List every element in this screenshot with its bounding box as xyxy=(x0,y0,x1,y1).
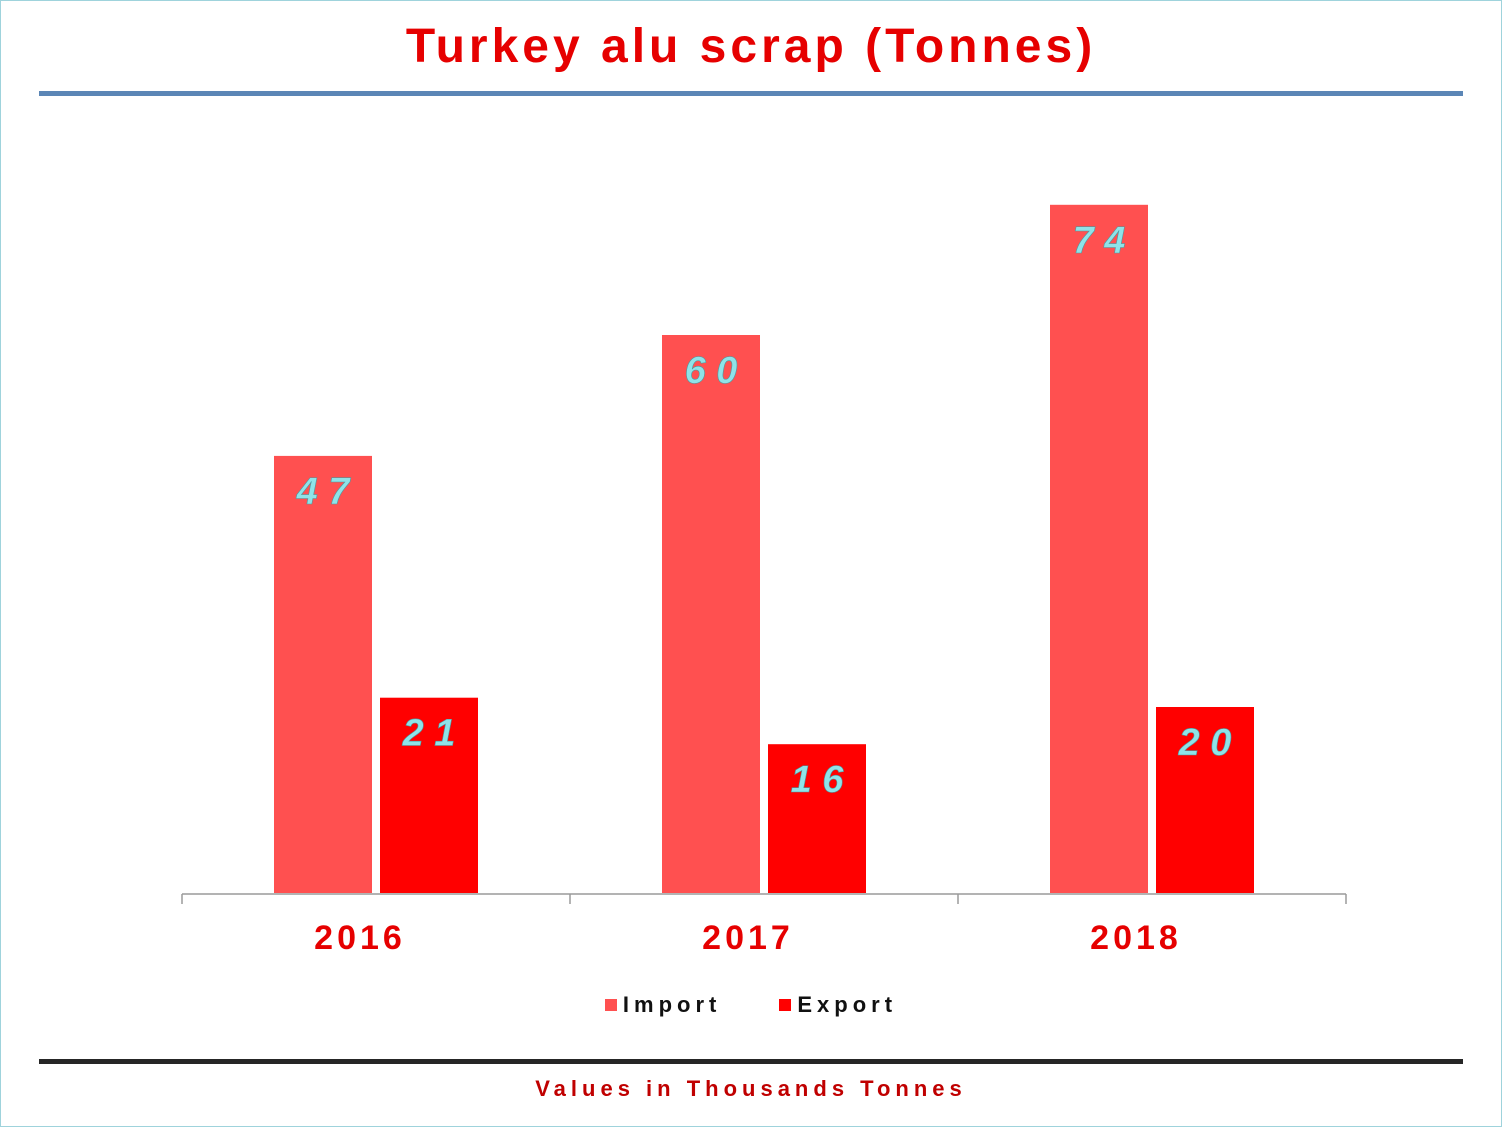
bar-import-2018 xyxy=(1050,204,1148,894)
data-label-import-2016: 4 7 xyxy=(296,471,352,513)
x-tick-label-2018: 2018 xyxy=(1090,919,1182,957)
chart-legend: Import Export xyxy=(0,992,1502,1018)
data-label-export-2018: 2 0 xyxy=(1178,722,1232,764)
chart-title: Turkey alu scrap (Tonnes) xyxy=(405,20,1097,73)
data-label-import-2017: 6 0 xyxy=(685,350,738,392)
data-label-export-2017: 1 6 xyxy=(791,759,845,801)
legend-swatch-import xyxy=(604,999,617,1011)
legend-label-export: Export xyxy=(797,992,898,1017)
x-tick-label-2016: 2016 xyxy=(314,919,406,957)
bar-export-2017 xyxy=(768,744,866,893)
bar-export-2016 xyxy=(380,697,478,893)
bar-export-2018 xyxy=(1156,707,1254,893)
footer-note: Values in Thousands Tonnes xyxy=(535,1076,967,1101)
footer-divider xyxy=(39,1059,1463,1064)
legend-item-export: Export xyxy=(779,992,897,1018)
x-tick-label-2017: 2017 xyxy=(702,919,794,957)
legend-item-import: Import xyxy=(604,992,722,1018)
legend-swatch-export xyxy=(779,999,792,1011)
data-label-import-2018: 7 4 xyxy=(1073,220,1126,262)
title-divider xyxy=(39,91,1463,96)
data-label-export-2016: 2 1 xyxy=(402,713,456,755)
bar-import-2017 xyxy=(662,335,760,893)
bar-import-2016 xyxy=(274,455,372,893)
legend-label-import: Import xyxy=(622,992,722,1017)
